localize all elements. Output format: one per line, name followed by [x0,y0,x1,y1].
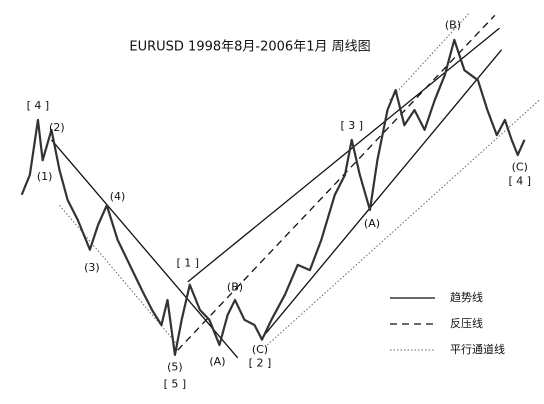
legend-label: 反压线 [450,316,483,330]
wave-label: (4) [110,190,126,203]
reference-line [389,12,471,101]
reference-line [267,99,540,346]
wave-label: (C) [252,343,268,356]
wave-label: [ 2 ] [249,357,272,370]
price-line [20,38,526,356]
wave-label: [ 5 ] [164,378,187,391]
wave-label: (A) [364,217,380,230]
wave-label: (C) [512,160,528,173]
wave-label: [ 1 ] [176,257,199,270]
wave-label: [ 4 ] [27,99,50,112]
wave-label: [ 4 ] [508,174,531,187]
wave-label: (2) [49,121,65,134]
chart-title: EURUSD 1998年8月-2006年1月 周线图 [129,40,370,55]
reference-line [187,27,500,283]
reference-line [261,49,503,339]
reference-line [50,139,239,359]
wave-label: (3) [84,261,100,274]
wave-label: (B) [445,18,461,31]
reference-line [177,14,496,351]
wave-label: [ 3 ] [340,119,363,132]
wave-label: (B) [227,281,243,294]
wave-label: (1) [37,170,53,183]
legend-label: 趋势线 [450,290,483,304]
reference-line [59,204,179,346]
wave-label: (A) [209,355,225,368]
legend-label: 平行通道线 [450,342,505,356]
wave-label: (5) [167,361,183,374]
